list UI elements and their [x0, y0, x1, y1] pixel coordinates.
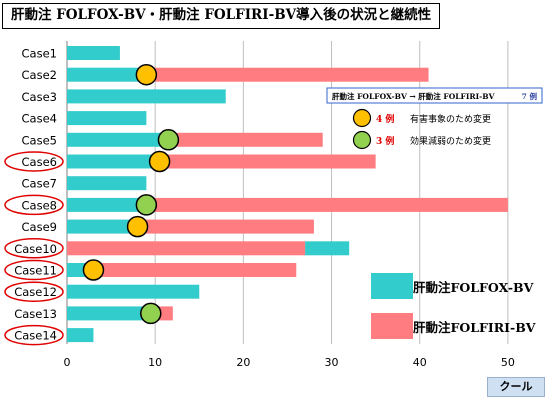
switch-marker-case11 — [82, 259, 105, 281]
bar-folfox-case2 — [67, 67, 147, 82]
bar-folfiri-case2 — [146, 67, 429, 82]
legend-folfiri-label: 肝動注FOLFIRI-BV — [413, 320, 536, 335]
bar-folfox-case7 — [67, 176, 147, 191]
y-tick-label: Case9 — [22, 220, 57, 234]
y-tick-label: Case3 — [22, 90, 57, 104]
legend-folfox-swatch — [371, 273, 413, 299]
legend-folfiri-swatch — [371, 313, 413, 339]
x-tick-label: 20 — [236, 356, 250, 369]
legend-efficacy-marker — [352, 130, 372, 150]
case-highlight-ellipse — [4, 281, 64, 302]
bar-folfox-case10 — [305, 241, 350, 256]
legend-adverse-marker — [352, 108, 372, 128]
y-tick-label: Case5 — [22, 133, 57, 147]
bar-folfiri-case9 — [137, 219, 314, 234]
bar-folfox-case9 — [67, 219, 138, 234]
y-tick-label: Case1 — [22, 47, 57, 61]
case-highlight-ellipse — [4, 238, 64, 259]
legend-adverse-label: 有害事象のため変更 — [410, 113, 491, 125]
bar-folfiri-case6 — [159, 154, 376, 169]
y-tick-label: Case11 — [14, 264, 57, 278]
bar-folfiri-case11 — [93, 263, 297, 277]
x-tick-label: 30 — [325, 356, 339, 369]
bar-folfox-case8 — [67, 197, 147, 212]
case-highlight-ellipse — [4, 324, 64, 346]
x-tick-label: 50 — [501, 356, 515, 369]
case-highlight-ellipse — [4, 194, 64, 216]
case-highlight-ellipse — [4, 151, 64, 172]
y-tick-label: Case13 — [14, 307, 57, 321]
x-tick-label: 0 — [64, 356, 71, 369]
bar-folfiri-case10 — [67, 241, 306, 256]
bar-folfox-case12 — [67, 284, 200, 299]
bar-folfox-case4 — [67, 111, 147, 126]
sequence-info-count: 7 例 — [522, 91, 538, 101]
y-tick-label: Case14 — [14, 329, 57, 343]
bar-folfox-case14 — [67, 328, 94, 343]
switch-marker-case6 — [148, 150, 171, 173]
bar-folfox-case1 — [67, 46, 120, 60]
bar-folfox-case6 — [67, 154, 160, 169]
y-tick-label: Case2 — [22, 68, 57, 82]
legend-efficacy-label: 効果減弱のため変更 — [410, 135, 491, 147]
bar-folfox-case5 — [67, 132, 169, 147]
bar-folfox-case13 — [67, 306, 151, 321]
switch-marker-case5 — [157, 129, 180, 151]
y-tick-label: Case4 — [22, 112, 57, 126]
bar-folfiri-case5 — [168, 132, 323, 147]
sequence-info-box — [326, 87, 543, 104]
switch-marker-case2 — [135, 63, 158, 86]
x-axis-unit-label: クール — [487, 377, 545, 397]
case-highlight-ellipse — [4, 259, 64, 281]
x-tick-label: 40 — [413, 356, 427, 369]
legend-efficacy-count: 3 例 — [376, 135, 394, 147]
switch-marker-case8 — [135, 194, 158, 216]
y-tick-label: Case6 — [22, 155, 57, 169]
legend-folfox-label: 肝動注FOLFOX-BV — [413, 280, 534, 295]
bar-folfiri-case8 — [146, 197, 508, 212]
y-tick-label: Case8 — [22, 198, 57, 212]
x-tick-label: 10 — [148, 356, 162, 369]
sequence-info-text: 肝動注 FOLFOX-BV → 肝動注 FOLFIRI-BV — [332, 91, 495, 101]
y-tick-label: Case12 — [14, 285, 57, 299]
chart-title: 肝動注 FOLFOX-BV・肝動注 FOLFIRI-BV導入後の状況と継続性 — [2, 3, 441, 29]
y-tick-label: Case7 — [22, 177, 57, 191]
y-tick-label: Case10 — [14, 242, 57, 256]
bar-folfox-case3 — [67, 89, 226, 104]
legend-adverse-count: 4 例 — [376, 113, 394, 125]
switch-marker-case13 — [140, 302, 162, 325]
switch-marker-case9 — [126, 215, 149, 238]
